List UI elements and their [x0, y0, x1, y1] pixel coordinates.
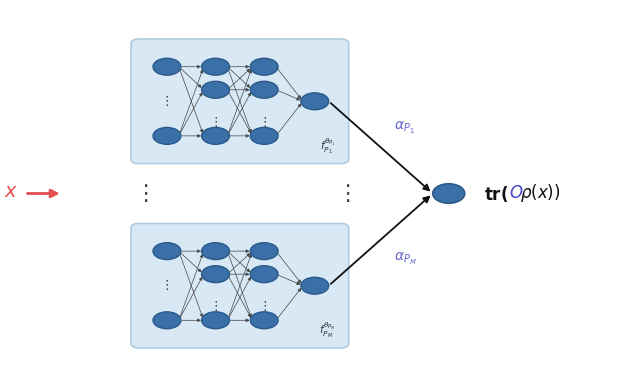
Text: $\rho(x))$: $\rho(x))$ — [520, 183, 561, 204]
Circle shape — [202, 81, 230, 98]
Circle shape — [153, 243, 181, 260]
Circle shape — [202, 243, 230, 260]
Circle shape — [153, 58, 181, 75]
Text: $\alpha_{P_M}$: $\alpha_{P_M}$ — [394, 251, 417, 267]
Circle shape — [301, 93, 329, 110]
Text: ⋮: ⋮ — [337, 183, 358, 204]
Text: $f_{P_M}^{\theta_{P_M}}$: $f_{P_M}^{\theta_{P_M}}$ — [319, 320, 336, 340]
FancyBboxPatch shape — [131, 223, 349, 348]
Text: $O$: $O$ — [509, 185, 524, 202]
Text: ⋮: ⋮ — [209, 300, 222, 313]
Text: ⋮: ⋮ — [161, 95, 173, 108]
FancyBboxPatch shape — [131, 39, 349, 164]
Text: $\mathbf{tr(}$: $\mathbf{tr(}$ — [484, 183, 508, 204]
Circle shape — [202, 127, 230, 144]
Circle shape — [301, 277, 329, 294]
Circle shape — [250, 81, 278, 98]
Circle shape — [153, 312, 181, 329]
Circle shape — [202, 266, 230, 283]
Circle shape — [250, 127, 278, 144]
Circle shape — [433, 184, 465, 203]
Circle shape — [250, 58, 278, 75]
Text: ⋮: ⋮ — [209, 116, 222, 128]
Text: $x$: $x$ — [4, 182, 19, 201]
Circle shape — [250, 266, 278, 283]
Text: ⋮: ⋮ — [258, 300, 271, 313]
Text: ⋮: ⋮ — [161, 279, 173, 292]
Circle shape — [202, 312, 230, 329]
Circle shape — [250, 312, 278, 329]
Circle shape — [202, 58, 230, 75]
Text: ⋮: ⋮ — [258, 116, 271, 128]
Text: $\alpha_{P_1}$: $\alpha_{P_1}$ — [394, 120, 415, 136]
Text: $f_{P_1}^{\theta_{P_1}}$: $f_{P_1}^{\theta_{P_1}}$ — [320, 136, 336, 156]
Text: ⋮: ⋮ — [134, 183, 156, 204]
Circle shape — [153, 127, 181, 144]
Circle shape — [250, 243, 278, 260]
